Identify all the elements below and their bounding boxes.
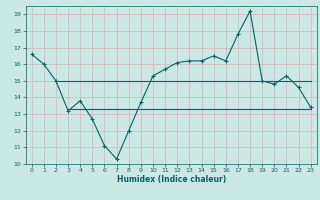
X-axis label: Humidex (Indice chaleur): Humidex (Indice chaleur): [116, 175, 226, 184]
